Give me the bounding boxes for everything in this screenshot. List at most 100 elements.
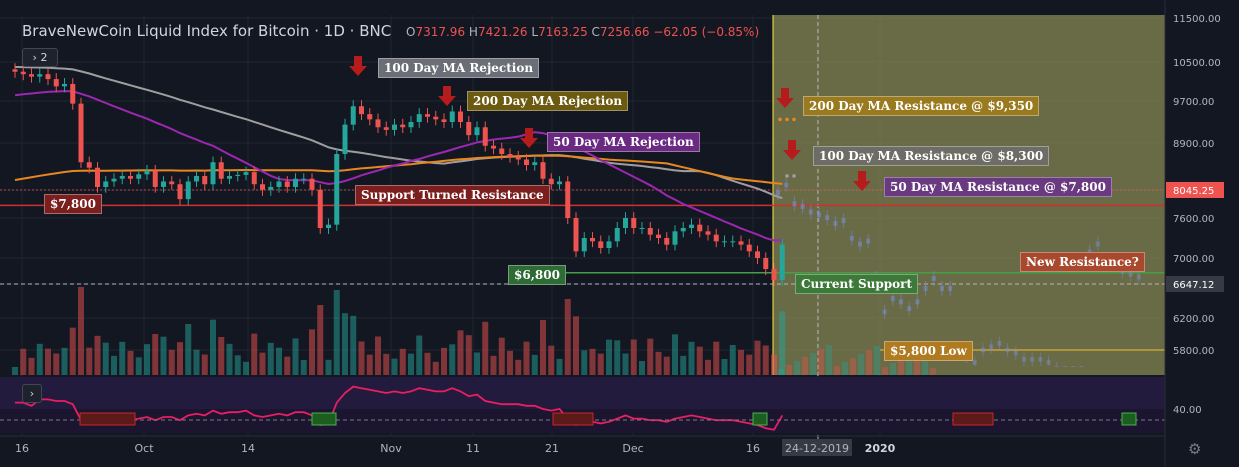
candle-body bbox=[119, 175, 125, 179]
price-axis-tick: 10500.00 bbox=[1173, 58, 1221, 69]
candle-body bbox=[466, 122, 472, 136]
candle-body bbox=[70, 83, 76, 104]
ghost-body bbox=[923, 285, 928, 291]
candle-body bbox=[350, 106, 356, 125]
volume-bar bbox=[234, 355, 241, 375]
volume-bar bbox=[672, 334, 678, 375]
low-value: 7163.25 bbox=[538, 25, 588, 39]
volume-bar-projected bbox=[866, 350, 872, 375]
label-50ma-resistance: 50 Day MA Resistance @ $7,800 bbox=[884, 177, 1112, 197]
volume-bar bbox=[36, 343, 43, 375]
down-arrow-icon bbox=[520, 128, 538, 148]
volume-bar-projected bbox=[874, 346, 880, 375]
candle-body bbox=[37, 74, 43, 77]
ghost-body bbox=[882, 309, 887, 315]
down-arrow-icon bbox=[438, 86, 456, 106]
candle-body bbox=[235, 174, 241, 176]
price-axis-tick: 9700.00 bbox=[1173, 97, 1214, 108]
symbol-title[interactable]: BraveNewCoin Liquid Index for Bitcoin bbox=[22, 22, 310, 40]
candle-body bbox=[111, 178, 117, 182]
volume-bar bbox=[465, 335, 472, 375]
volume-bar bbox=[185, 324, 192, 375]
time-axis-tick: 24-12-2019 bbox=[785, 442, 849, 455]
volume-bar-projected bbox=[818, 349, 824, 375]
volume-bar bbox=[366, 354, 373, 375]
rsi-signal-box bbox=[552, 412, 594, 426]
ma100-line bbox=[14, 66, 783, 200]
volume-bar bbox=[564, 299, 571, 375]
down-arrow-icon bbox=[776, 88, 794, 108]
candle-body bbox=[301, 178, 307, 180]
time-axis-tick: 16 bbox=[746, 442, 760, 455]
ghost-body bbox=[1095, 241, 1100, 247]
legend-toggle-button[interactable]: › 2 bbox=[22, 48, 58, 67]
candle-body bbox=[433, 116, 439, 120]
ghost-body bbox=[1071, 366, 1076, 367]
ghost-body bbox=[808, 209, 813, 215]
time-axis-tick: 11 bbox=[466, 442, 480, 455]
candle-body bbox=[614, 228, 620, 242]
ma200-dot bbox=[785, 117, 789, 122]
label-100ma-rejection: 100 Day MA Rejection bbox=[378, 58, 540, 78]
candle-body bbox=[557, 181, 562, 185]
volume-bar bbox=[498, 337, 505, 375]
ghost-body bbox=[1087, 249, 1092, 255]
candle-body bbox=[664, 238, 670, 245]
volume-bar bbox=[78, 287, 84, 375]
candle-body bbox=[656, 234, 661, 238]
candle-body bbox=[532, 162, 538, 165]
candle-body bbox=[136, 174, 142, 179]
candle-body bbox=[45, 74, 51, 80]
down-arrow-icon bbox=[853, 171, 871, 191]
candle-body bbox=[746, 244, 752, 252]
ghost-body bbox=[1063, 366, 1067, 367]
volume-bar bbox=[655, 351, 662, 375]
volume-bar-projected bbox=[914, 351, 920, 375]
candle-body bbox=[499, 148, 505, 154]
candle-body bbox=[12, 69, 18, 72]
volume-bar bbox=[705, 359, 711, 375]
interval-label[interactable]: 1D bbox=[323, 22, 345, 40]
volume-bar bbox=[729, 345, 736, 375]
volume-bar bbox=[548, 345, 555, 375]
candle-body bbox=[474, 127, 480, 136]
volume-bar bbox=[614, 340, 621, 375]
candle-body bbox=[755, 251, 760, 258]
candle-body bbox=[359, 106, 364, 115]
volume-bar bbox=[127, 350, 134, 375]
volume-bar bbox=[573, 316, 579, 375]
ghost-body bbox=[1128, 271, 1133, 277]
settings-gear-icon[interactable]: ⚙ bbox=[1188, 440, 1202, 458]
candle-body bbox=[20, 71, 26, 75]
volume-bar bbox=[771, 354, 777, 375]
candle-body bbox=[524, 159, 529, 165]
candle-body bbox=[482, 127, 488, 146]
candle-body bbox=[565, 181, 571, 218]
candle-body bbox=[103, 181, 109, 187]
ghost-body bbox=[858, 241, 862, 247]
candle-body bbox=[573, 218, 579, 252]
volume-bar bbox=[597, 353, 604, 375]
volume-bar bbox=[540, 320, 546, 375]
candle-body bbox=[375, 119, 381, 128]
volume-bar bbox=[383, 353, 390, 375]
chevron-right-icon: › bbox=[32, 51, 37, 64]
volume-bar-projected bbox=[810, 353, 816, 375]
ghost-body bbox=[1005, 347, 1010, 353]
ghost-body bbox=[800, 204, 805, 209]
candle-body bbox=[400, 124, 406, 128]
candle-body bbox=[606, 241, 612, 248]
rsi-signal-box bbox=[1121, 412, 1137, 426]
volume-bar bbox=[746, 354, 753, 375]
price-axis-tick: 8045.25 bbox=[1173, 186, 1214, 197]
volume-bar bbox=[391, 358, 398, 375]
volume-bar bbox=[201, 354, 208, 375]
ghost-body bbox=[1022, 357, 1026, 362]
volume-bar bbox=[300, 360, 307, 375]
volume-bar bbox=[779, 311, 786, 375]
rsi-legend-toggle-button[interactable]: › bbox=[22, 384, 42, 403]
volume-bar-projected bbox=[922, 347, 928, 375]
volume-bar bbox=[482, 321, 489, 375]
